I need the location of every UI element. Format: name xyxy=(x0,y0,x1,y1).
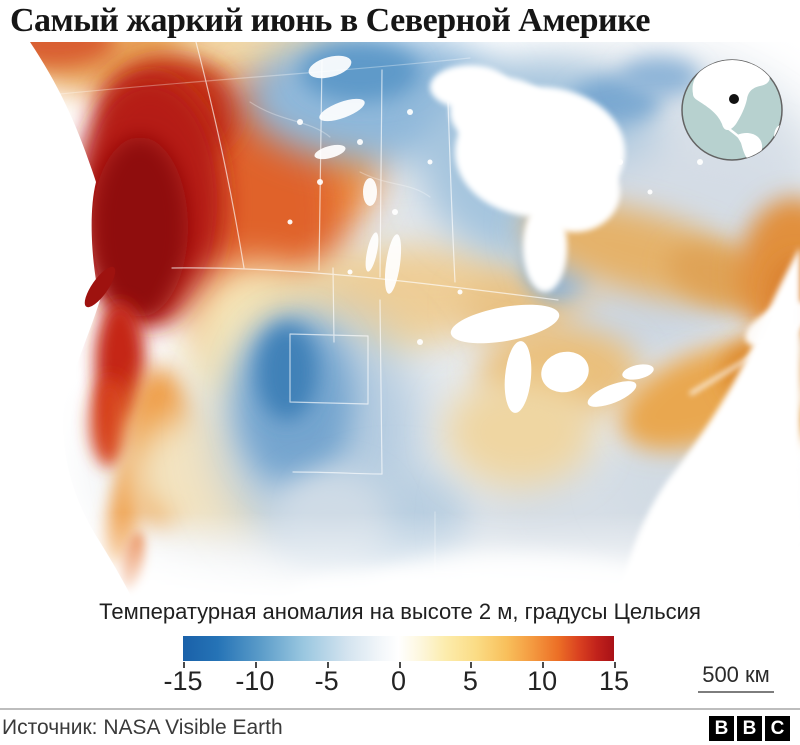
bbc-logo: B B C xyxy=(709,716,790,741)
northern-lakes xyxy=(0,55,703,345)
location-marker-dot xyxy=(729,94,739,104)
anomaly-map-canvas xyxy=(0,42,800,598)
tick-label: -5 xyxy=(314,666,339,696)
page-title: Самый жаркий июнь в Северной Америке xyxy=(10,2,650,39)
great-lakes xyxy=(450,304,654,413)
map-scale-bar: 500 км xyxy=(698,662,774,693)
tick-label: 0 xyxy=(390,666,407,696)
globe-inset-locator xyxy=(681,59,783,161)
scale-bar-label: 500 км xyxy=(702,662,770,687)
tick-label: -15 xyxy=(163,666,203,696)
bbc-logo-letter: C xyxy=(765,716,790,741)
tick-label: 10 xyxy=(527,666,558,696)
tick-label: -10 xyxy=(235,666,275,696)
footer-divider xyxy=(0,708,800,710)
scale-bar-line xyxy=(698,691,774,693)
source-credit: Источник: NASA Visible Earth xyxy=(2,716,283,739)
tick-label: 15 xyxy=(598,666,630,696)
anomaly-map xyxy=(0,42,800,598)
ocean-mask xyxy=(0,42,800,598)
tick-label: 5 xyxy=(462,666,478,696)
bbc-logo-letter: B xyxy=(709,716,734,741)
colorbar-tick-labels: -15 -10 -5 0 5 10 15 xyxy=(163,666,629,696)
map-caption: Температурная аномалия на высоте 2 м, гр… xyxy=(99,599,701,624)
hudson-bay xyxy=(430,65,625,292)
colorbar-tickmarks xyxy=(183,662,616,669)
bbc-logo-letter: B xyxy=(737,716,762,741)
colorbar-gradient xyxy=(183,636,614,661)
